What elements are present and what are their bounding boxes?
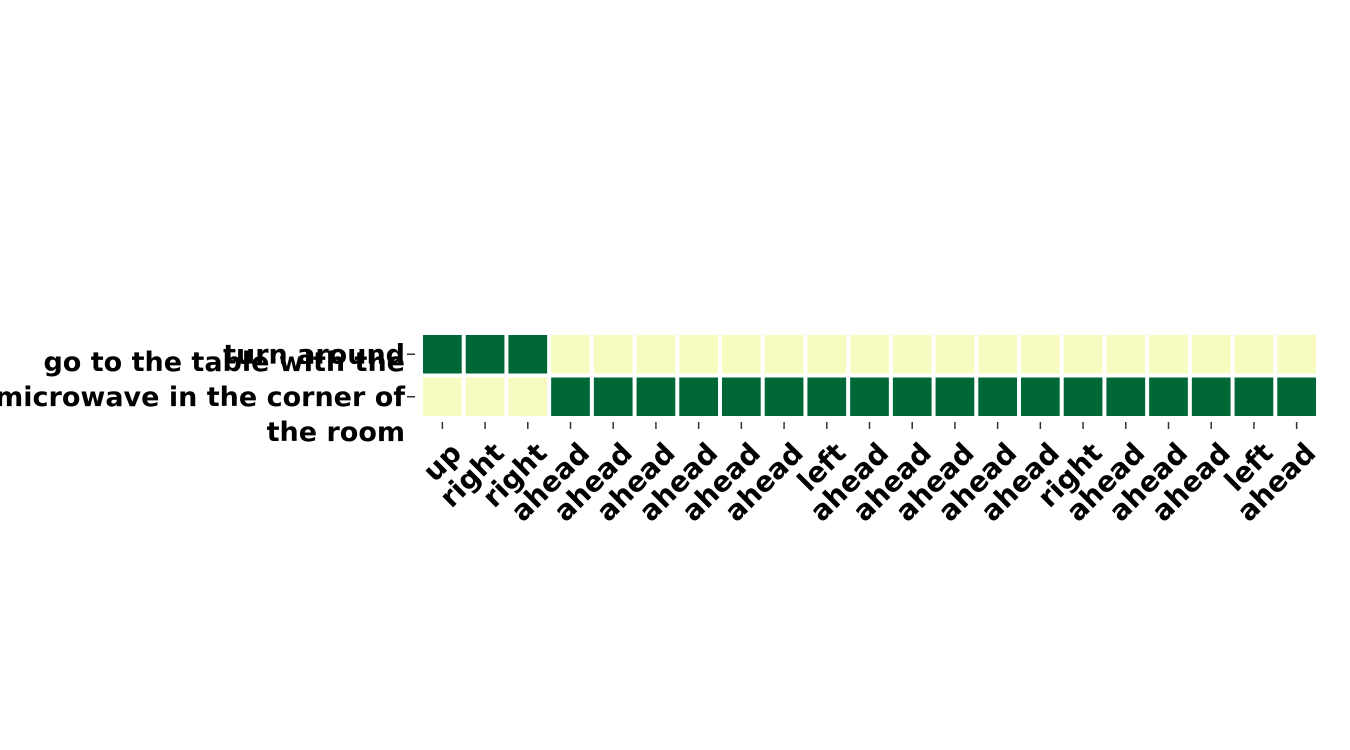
- heatmap-cell: [1106, 335, 1146, 374]
- heatmap-cell: [636, 377, 676, 416]
- heatmap-cell: [423, 377, 462, 416]
- heatmap-cell: [850, 335, 889, 374]
- heatmap-cell: [1234, 377, 1274, 416]
- heatmap-cell: [1149, 377, 1188, 416]
- heatmap-cell: [1191, 377, 1231, 416]
- heatmap-cell: [508, 335, 548, 374]
- heatmap-cell: [1021, 335, 1060, 374]
- heatmap-cell: [1234, 335, 1274, 374]
- heatmap-cell: [807, 335, 847, 374]
- heatmap-cell: [1277, 377, 1316, 416]
- heatmap-cell: [636, 335, 676, 374]
- heatmap-cell: [1277, 335, 1316, 374]
- heatmap-cell: [892, 335, 932, 374]
- y-tick-label: go to the table with the microwave in the…: [0, 347, 405, 448]
- heatmap-cell: [722, 377, 761, 416]
- heatmap-cell: [1021, 377, 1060, 416]
- heatmap-cell: [423, 335, 462, 374]
- heatmap-cell: [1149, 335, 1188, 374]
- heatmap-cell: [508, 377, 548, 416]
- heatmap-cell: [1063, 377, 1103, 416]
- heatmap-cell: [935, 335, 975, 374]
- heatmap-cell: [1106, 377, 1146, 416]
- x-axis: uprightrightaheadaheadaheadaheadaheadahe…: [416, 422, 1322, 528]
- y-tick-label: turn around: [223, 340, 405, 371]
- heatmap-cells: [423, 335, 1316, 416]
- heatmap-cell: [978, 335, 1017, 374]
- heatmap-cell: [465, 377, 505, 416]
- heatmap-cell: [679, 335, 718, 374]
- heatmap-cell: [935, 377, 975, 416]
- heatmap-cell: [1191, 335, 1231, 374]
- heatmap-cell: [892, 377, 932, 416]
- heatmap-cell: [722, 335, 761, 374]
- heatmap-cell: [764, 377, 804, 416]
- heatmap-cell: [465, 335, 505, 374]
- heatmap-cell: [978, 377, 1017, 416]
- heatmap-cell: [1063, 335, 1103, 374]
- heatmap-cell: [593, 377, 633, 416]
- heatmap-cell: [551, 335, 590, 374]
- heatmap-cell: [807, 377, 847, 416]
- heatmap-cell: [850, 377, 889, 416]
- heatmap-cell: [679, 377, 718, 416]
- heatmap-cell: [551, 377, 590, 416]
- heatmap-cell: [593, 335, 633, 374]
- heatmap-cell: [764, 335, 804, 374]
